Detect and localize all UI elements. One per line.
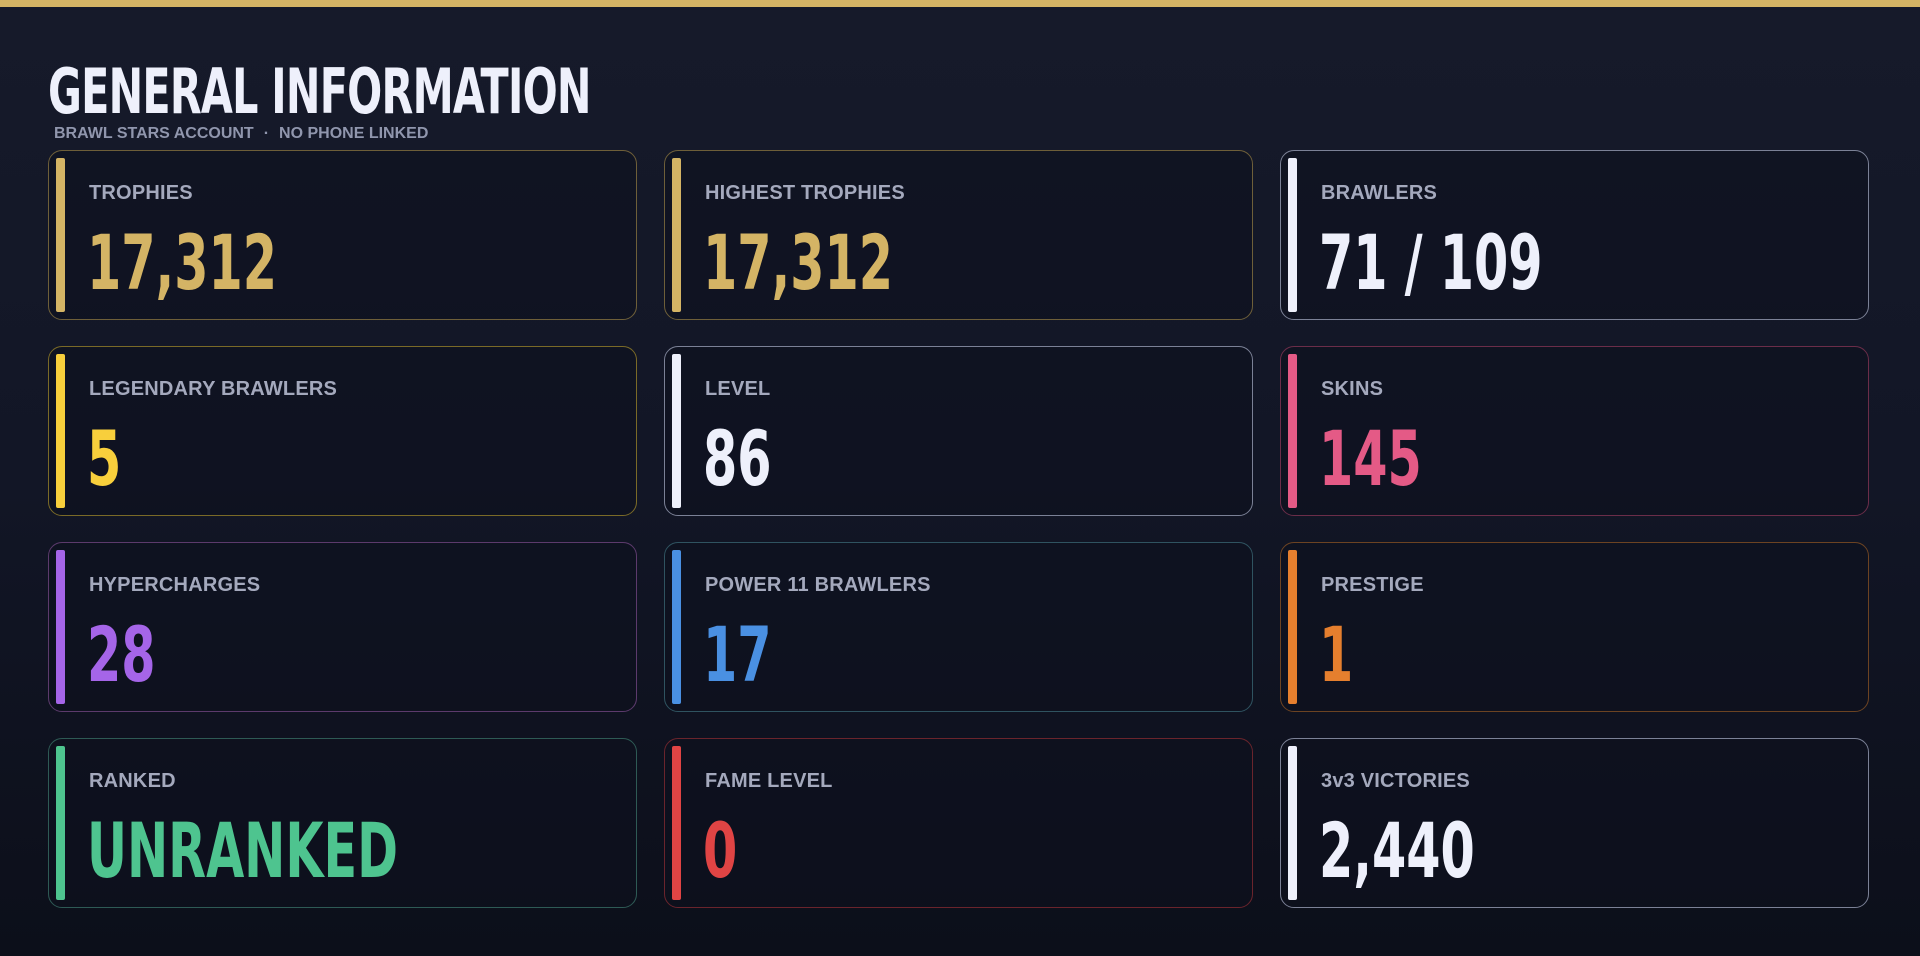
stat-card-level: LEVEL 86 bbox=[664, 346, 1253, 516]
stats-grid: TROPHIES 17,312 HIGHEST TROPHIES 17,312 … bbox=[48, 150, 1870, 908]
stat-card-hypercharges: HYPERCHARGES 28 bbox=[48, 542, 637, 712]
stat-label: POWER 11 BRAWLERS bbox=[705, 574, 931, 596]
stat-label: LEGENDARY BRAWLERS bbox=[89, 378, 338, 400]
page-subtitle: BRAWL STARS ACCOUNT · NO PHONE LINKED bbox=[54, 125, 428, 143]
stat-card-power-11-brawlers: POWER 11 BRAWLERS 17 bbox=[664, 542, 1253, 712]
stat-label: SKINS bbox=[1321, 378, 1384, 400]
stat-card-fame-level: FAME LEVEL 0 bbox=[664, 738, 1253, 908]
stat-value: 1 bbox=[1319, 610, 1354, 699]
stat-value: 2,440 bbox=[1319, 806, 1475, 895]
stat-label: RANKED bbox=[89, 770, 176, 792]
stat-card-brawlers: BRAWLERS 71 / 109 bbox=[1280, 150, 1869, 320]
stat-card-ranked: RANKED UNRANKED bbox=[48, 738, 637, 908]
stat-value: 0 bbox=[703, 806, 738, 895]
card-accent-stripe bbox=[56, 354, 65, 508]
stat-label: HYPERCHARGES bbox=[89, 574, 261, 596]
card-accent-stripe bbox=[56, 550, 65, 704]
subtitle-account: BRAWL STARS ACCOUNT bbox=[54, 125, 254, 142]
stat-value: 17 bbox=[703, 610, 772, 699]
stat-label: HIGHEST TROPHIES bbox=[705, 182, 905, 204]
page-title: GENERAL INFORMATION bbox=[48, 55, 591, 128]
stat-label: TROPHIES bbox=[89, 182, 193, 204]
stat-value: 5 bbox=[87, 414, 122, 503]
stat-value: UNRANKED bbox=[87, 806, 399, 895]
stat-value: 71 / 109 bbox=[1319, 218, 1543, 307]
stat-card-3v3-victories: 3v3 VICTORIES 2,440 bbox=[1280, 738, 1869, 908]
card-accent-stripe bbox=[672, 550, 681, 704]
card-accent-stripe bbox=[672, 158, 681, 312]
stat-value: 28 bbox=[87, 610, 156, 699]
card-accent-stripe bbox=[56, 158, 65, 312]
stat-value: 17,312 bbox=[703, 218, 893, 307]
card-accent-stripe bbox=[1288, 354, 1297, 508]
card-accent-stripe bbox=[672, 746, 681, 900]
stat-value: 17,312 bbox=[87, 218, 277, 307]
stat-card-prestige: PRESTIGE 1 bbox=[1280, 542, 1869, 712]
stat-value: 145 bbox=[1319, 414, 1422, 503]
card-accent-stripe bbox=[672, 354, 681, 508]
top-accent-bar bbox=[0, 0, 1920, 7]
stat-label: LEVEL bbox=[705, 378, 771, 400]
stat-label: FAME LEVEL bbox=[705, 770, 833, 792]
stat-value: 86 bbox=[703, 414, 772, 503]
stat-card-trophies: TROPHIES 17,312 bbox=[48, 150, 637, 320]
stat-card-skins: SKINS 145 bbox=[1280, 346, 1869, 516]
stat-card-legendary-brawlers: LEGENDARY BRAWLERS 5 bbox=[48, 346, 637, 516]
subtitle-phone-status: NO PHONE LINKED bbox=[279, 125, 429, 142]
stat-label: BRAWLERS bbox=[1321, 182, 1438, 204]
card-accent-stripe bbox=[1288, 158, 1297, 312]
card-accent-stripe bbox=[1288, 746, 1297, 900]
card-accent-stripe bbox=[56, 746, 65, 900]
stat-label: 3v3 VICTORIES bbox=[1321, 770, 1470, 792]
card-accent-stripe bbox=[1288, 550, 1297, 704]
stat-card-highest-trophies: HIGHEST TROPHIES 17,312 bbox=[664, 150, 1253, 320]
subtitle-separator: · bbox=[263, 125, 270, 142]
stat-label: PRESTIGE bbox=[1321, 574, 1424, 596]
